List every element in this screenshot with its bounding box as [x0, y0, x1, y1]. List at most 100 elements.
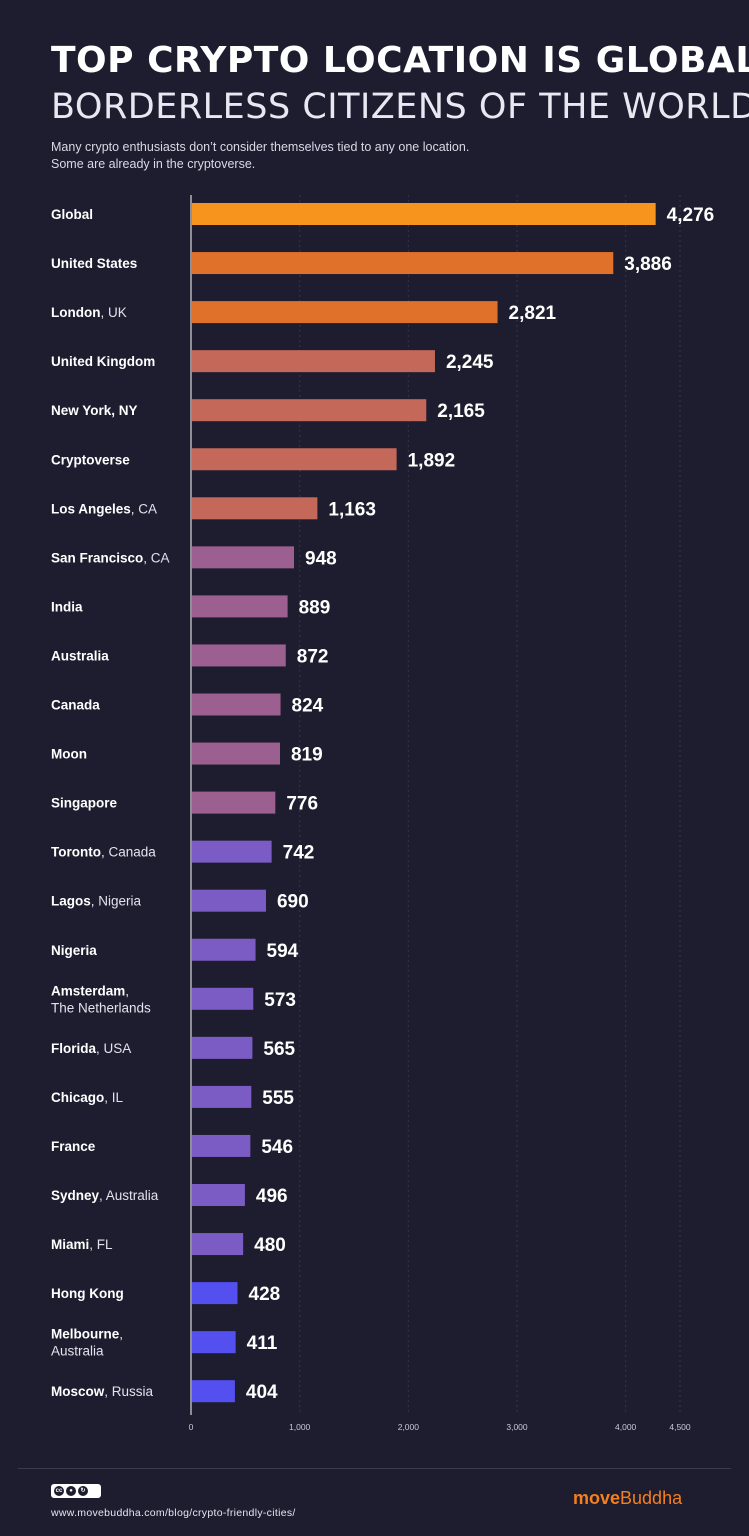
value-label: 872 [297, 646, 329, 667]
value-label: 546 [261, 1137, 293, 1158]
bar [192, 938, 256, 961]
value-label: 565 [263, 1039, 295, 1060]
category-label-main: San Francisco [51, 550, 143, 565]
value-label: 2,245 [446, 352, 494, 373]
x-tick-label: 0 [189, 1422, 194, 1432]
category-label-main: Singapore [51, 796, 118, 811]
category-label: Miami, FL [51, 1237, 113, 1252]
intro-line-1: Many crypto enthusiasts don’t consider t… [51, 140, 470, 154]
category-label-detail: , Australia [99, 1188, 159, 1203]
bar [192, 1134, 251, 1157]
category-label-main: Chicago [51, 1090, 104, 1105]
intro-line-2: Some are already in the cryptoverse. [51, 157, 256, 171]
category-label-main: Lagos [51, 894, 91, 909]
x-axis-ticks: 0 1,000 2,000 3,000 4,000 4,500 [189, 1422, 691, 1432]
brand-logo-part-a: move [573, 1488, 621, 1508]
chart-subtitle: BORDERLESS CITIZENS OF THE WORLD [51, 87, 749, 127]
category-label: Toronto, Canada [51, 845, 156, 860]
category-label-main: Hong Kong [51, 1286, 124, 1301]
bars [192, 203, 656, 1403]
category-label: Singapore [51, 796, 118, 811]
category-label: New York, NY [51, 403, 138, 418]
source-url[interactable]: www.movebuddha.com/blog/crypto-friendly-… [51, 1507, 296, 1519]
footer-divider [18, 1468, 731, 1469]
value-label: 948 [305, 548, 337, 569]
value-label: 480 [254, 1235, 286, 1256]
value-label: 819 [291, 745, 323, 766]
value-label: 690 [277, 892, 309, 913]
category-label: The Netherlands [51, 1000, 151, 1015]
category-labels: Global United States London, UK United King… [51, 207, 170, 1399]
brand-logo[interactable]: moveBuddha [573, 1488, 682, 1509]
bar [192, 350, 435, 373]
category-label-main: United Kingdom [51, 354, 155, 369]
value-label: 889 [299, 597, 331, 618]
value-label: 428 [249, 1284, 281, 1305]
category-label: Moon [51, 747, 87, 762]
bar [192, 595, 288, 618]
bar [192, 252, 614, 275]
bar [192, 1085, 252, 1108]
value-label: 4,276 [667, 205, 715, 226]
bar [192, 1184, 245, 1206]
category-label: Cryptoverse [51, 452, 130, 467]
bar [192, 203, 656, 225]
category-label-main: Moscow [51, 1384, 105, 1399]
category-label: Melbourne, [51, 1327, 123, 1342]
bar [192, 693, 281, 716]
value-label: 3,886 [624, 254, 672, 275]
category-label-main: Melbourne [51, 1327, 120, 1342]
category-label-detail: , Nigeria [91, 894, 142, 909]
x-tick-label: 3,000 [506, 1422, 528, 1432]
bar [192, 301, 498, 324]
category-label: Australia [51, 1344, 104, 1359]
bar [192, 840, 272, 863]
category-label: Hong Kong [51, 1286, 124, 1301]
category-label: San Francisco, CA [51, 550, 170, 565]
category-label-main: London [51, 305, 100, 320]
cc-icon: cc [54, 1486, 64, 1496]
category-label-main: India [51, 599, 83, 614]
category-label: India [51, 599, 83, 614]
bar [192, 889, 266, 912]
bar [192, 1233, 244, 1256]
category-label-detail: , USA [96, 1041, 131, 1056]
bar [192, 1036, 253, 1059]
category-label-detail: , [125, 983, 129, 998]
category-label-detail: , IL [104, 1090, 123, 1105]
category-label: Chicago, IL [51, 1090, 124, 1105]
category-label: Florida, USA [51, 1041, 131, 1056]
category-label-detail: The Netherlands [51, 1000, 151, 1015]
x-tick-label: 4,000 [615, 1422, 637, 1432]
bar [192, 497, 318, 520]
category-label-detail: , Russia [104, 1384, 153, 1399]
category-label: Global [51, 207, 93, 222]
value-label: 594 [267, 941, 299, 962]
category-label-detail: , [119, 1327, 123, 1342]
category-label-main: Moon [51, 747, 87, 762]
share-alike-icon: ↻ [78, 1486, 88, 1496]
bar [192, 644, 286, 667]
bar [192, 1380, 235, 1403]
category-label: London, UK [51, 305, 127, 320]
category-label: United Kingdom [51, 354, 155, 369]
bar [192, 987, 254, 1010]
x-tick-label: 2,000 [398, 1422, 420, 1432]
value-label: 496 [256, 1186, 288, 1207]
category-label-main: Los Angeles [51, 501, 131, 516]
category-label: Los Angeles, CA [51, 501, 157, 516]
category-label: Nigeria [51, 943, 97, 958]
category-label-main: Miami [51, 1237, 89, 1252]
x-tick-label: 1,000 [289, 1422, 311, 1432]
attribution-icon: ● [66, 1486, 76, 1496]
value-label: 776 [286, 794, 318, 815]
category-label-main: Nigeria [51, 943, 97, 958]
category-label-main: Cryptoverse [51, 452, 130, 467]
bar [192, 1331, 236, 1354]
bar [192, 448, 397, 471]
category-label-main: United States [51, 256, 137, 271]
category-label-detail: , Canada [101, 845, 156, 860]
category-label: France [51, 1139, 96, 1154]
category-label-detail: , FL [89, 1237, 113, 1252]
category-label-main: Amsterdam [51, 983, 125, 998]
